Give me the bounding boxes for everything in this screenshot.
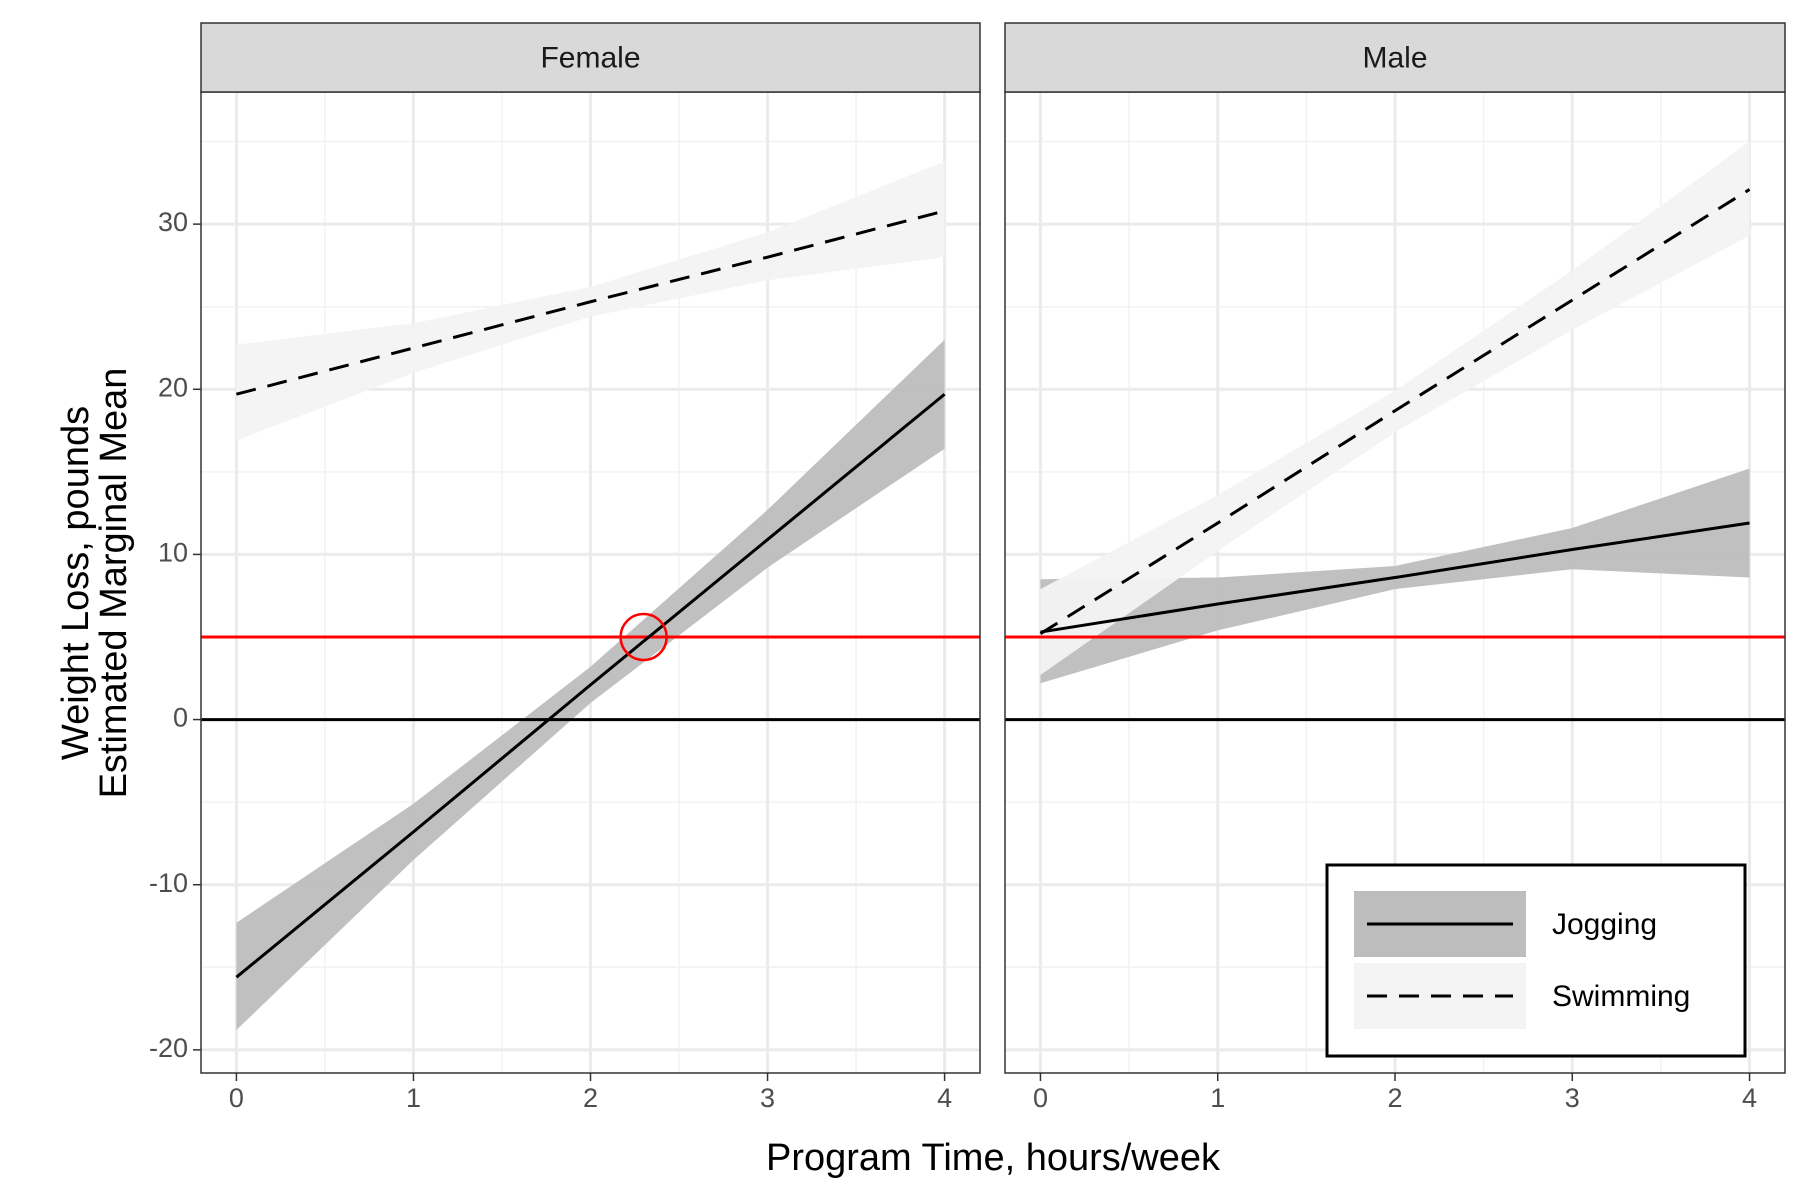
- trend-line: [236, 209, 945, 396]
- y-axis-title: Estimated Marginal Mean: [93, 368, 135, 799]
- x-tick-label: 2: [1387, 1083, 1402, 1113]
- strip: [200, 22, 981, 93]
- trend-line: [235, 393, 946, 979]
- y-tick-label: 30: [158, 207, 188, 237]
- y-tick-label: -10: [149, 868, 188, 898]
- x-tick-label: 3: [1565, 1083, 1580, 1113]
- confidence-band: [1040, 141, 1750, 675]
- confidence-band: [1040, 468, 1750, 684]
- x-tick-label: 0: [229, 1083, 244, 1113]
- legend-label: Swimming: [1552, 980, 1690, 1013]
- strip: [1004, 22, 1786, 93]
- y-tick-label: 20: [158, 372, 188, 402]
- y-tick-label: 10: [158, 538, 188, 568]
- strip-label: Female: [540, 41, 640, 74]
- x-tick-label: 1: [1210, 1083, 1225, 1113]
- x-tick-label: 4: [1742, 1083, 1757, 1113]
- x-axis-title: Program Time, hours/week: [766, 1137, 1221, 1179]
- trend-line: [1040, 521, 1750, 634]
- y-tick-label: 0: [173, 703, 188, 733]
- x-tick-label: 2: [583, 1083, 598, 1113]
- y-tick-label: -20: [149, 1033, 188, 1063]
- x-tick-label: 1: [406, 1083, 421, 1113]
- x-tick-label: 4: [937, 1083, 952, 1113]
- legend-label: Jogging: [1552, 908, 1657, 941]
- strip-label: Male: [1362, 41, 1427, 74]
- y-axis-title: Weight Loss, pounds: [55, 406, 97, 760]
- highlight-circle: [619, 612, 668, 662]
- x-tick-label: 0: [1033, 1083, 1048, 1113]
- trend-line: [1039, 188, 1751, 635]
- x-tick-label: 3: [760, 1083, 775, 1113]
